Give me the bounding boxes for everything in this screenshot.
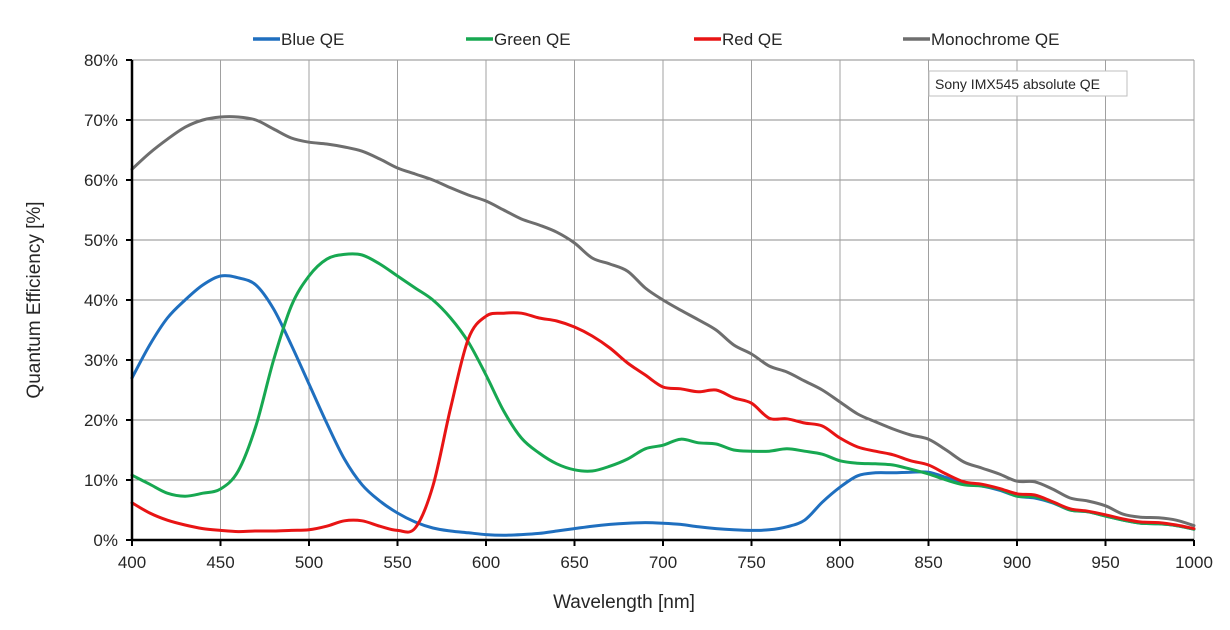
x-axis-title: Wavelength [nm] <box>553 592 695 613</box>
y-tick-label: 80% <box>84 51 118 70</box>
y-tick-label: 70% <box>84 111 118 130</box>
x-tick-label: 950 <box>1091 553 1119 572</box>
x-tick-label: 900 <box>1003 553 1031 572</box>
y-tick-label: 40% <box>84 291 118 310</box>
legend-label-green-qe: Green QE <box>494 30 571 49</box>
x-tick-label: 1000 <box>1175 553 1213 572</box>
x-tick-label: 850 <box>914 553 942 572</box>
legend-item-blue-qe: Blue QE <box>253 30 344 49</box>
monochrome-qe-line <box>130 115 1196 528</box>
red-qe-line <box>130 311 1196 534</box>
y-tick-label: 60% <box>84 171 118 190</box>
x-tick-label: 750 <box>737 553 765 572</box>
x-tick-label: 700 <box>649 553 677 572</box>
legend-item-green-qe: Green QE <box>466 30 571 49</box>
legend-label-monochrome-qe: Monochrome QE <box>931 30 1060 49</box>
x-tick-label: 600 <box>472 553 500 572</box>
tick-labels: 0% 10% 20% 30% 40% 50% 60% 70% 80% 400 450 500 550 60… <box>84 51 1213 572</box>
x-tick-label: 550 <box>383 553 411 572</box>
x-tick-label: 450 <box>206 553 234 572</box>
legend-label-red-qe: Red QE <box>722 30 782 49</box>
y-tick-label: 30% <box>84 351 118 370</box>
x-tick-label: 400 <box>118 553 146 572</box>
legend-label-blue-qe: Blue QE <box>281 30 344 49</box>
y-tick-label: 0% <box>93 531 118 550</box>
y-tick-label: 50% <box>84 231 118 250</box>
axes <box>126 59 1195 546</box>
x-tick-label: 800 <box>826 553 854 572</box>
annotation-text: Sony IMX545 absolute QE <box>935 76 1100 92</box>
legend-item-monochrome-qe: Monochrome QE <box>903 30 1060 49</box>
y-tick-label: 20% <box>84 411 118 430</box>
legend-item-red-qe: Red QE <box>694 30 782 49</box>
x-tick-label: 500 <box>295 553 323 572</box>
series-layer <box>130 115 1196 537</box>
green-qe-line <box>130 252 1196 531</box>
y-tick-label: 10% <box>84 471 118 490</box>
x-tick-label: 650 <box>560 553 588 572</box>
y-axis-title: Quantum Efficiency [%] <box>24 201 45 398</box>
annotation-border <box>928 70 1128 97</box>
legend: Blue QE Green QE Red QE Monochrome QE <box>253 30 1060 49</box>
annotation-box: Sony IMX545 absolute QE <box>928 70 1128 97</box>
